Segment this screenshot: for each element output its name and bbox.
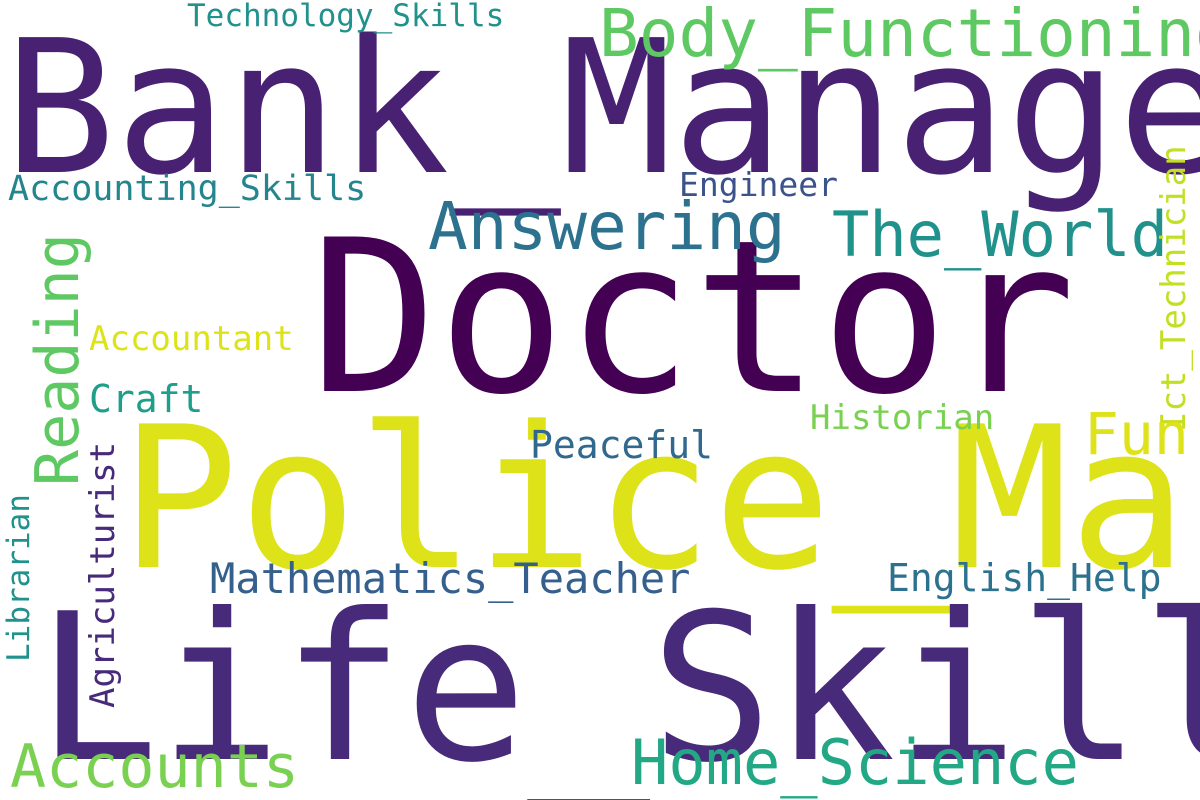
word-bank-manager: Bank_Manager: [4, 0, 1200, 216]
word-fun: Fun: [1084, 400, 1189, 468]
word-technology-skills: Technology_Skills: [187, 0, 505, 34]
word-police-man: Police_Man: [120, 385, 1200, 614]
word-reading: Reading: [23, 233, 93, 486]
word-accounting-skills: Accounting_Skills: [8, 169, 367, 209]
word-historian: Historian: [810, 398, 995, 438]
word-answering: Answering: [428, 188, 786, 265]
word-mathematics-teacher: Mathematics_Teacher: [210, 554, 691, 603]
word-accountant: Accountant: [89, 319, 294, 359]
word-librarian: Librarian: [1, 494, 37, 662]
word-peaceful: Peaceful: [530, 423, 714, 467]
word-engineer: Engineer: [679, 165, 838, 204]
word-ict-technician: Ict_Technician: [1154, 145, 1194, 432]
word-agriculturist: Agriculturist: [83, 441, 123, 708]
word-body-functioning: Body_Functioning: [599, 0, 1200, 72]
word-english-help: English_Help: [887, 556, 1162, 600]
word-the-world: The_World: [832, 198, 1168, 271]
word-doctor: Doctor: [310, 194, 1076, 441]
word-life-skills: Life_Skills: [36, 571, 1200, 800]
word-home-science: Home_Science: [631, 726, 1079, 799]
word-accounts: Accounts: [10, 732, 299, 800]
word-craft: Craft: [89, 377, 204, 421]
